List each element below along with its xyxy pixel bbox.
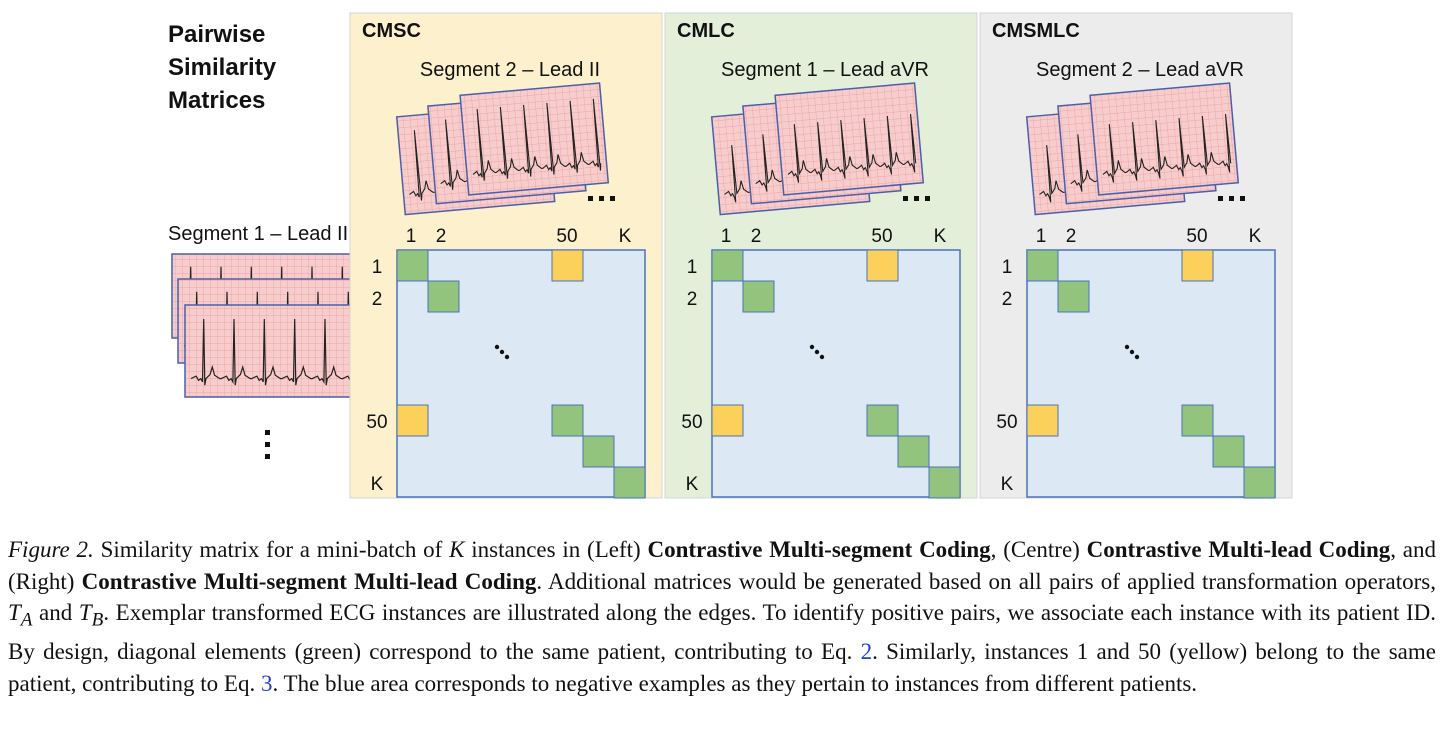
row-label: 1 bbox=[687, 257, 698, 278]
diagonal-positive-cell bbox=[1212, 435, 1245, 468]
ecg-strip bbox=[459, 82, 610, 196]
diagonal-positive-cell bbox=[1243, 466, 1276, 499]
column-label: 1 bbox=[406, 226, 417, 247]
panel-title: CMSC bbox=[362, 20, 421, 42]
diagonal-positive-cell bbox=[1181, 404, 1214, 437]
panel-segment-label: Segment 1 – Lead aVR bbox=[721, 59, 929, 81]
panel-ecg-stack bbox=[710, 82, 925, 216]
same-patient-cell bbox=[551, 249, 584, 282]
vertical-ellipsis bbox=[265, 430, 270, 459]
column-label: 1 bbox=[1036, 226, 1047, 247]
column-label: 50 bbox=[556, 226, 577, 247]
cmsmlc-term: Contrastive Multi-segment Multi-lead Cod… bbox=[81, 568, 537, 594]
eq-2-link[interactable]: 2 bbox=[860, 639, 873, 665]
cmlc-term: Contrastive Multi-lead Coding bbox=[1086, 537, 1391, 562]
diagonal-positive-cell bbox=[742, 280, 775, 313]
diagonal-positive-cell bbox=[928, 466, 961, 499]
row-label: 50 bbox=[996, 412, 1017, 433]
panel-segment-label: Segment 2 – Lead aVR bbox=[1036, 59, 1244, 81]
panel-ecg-stack bbox=[1025, 82, 1240, 216]
horizontal-ellipsis bbox=[903, 196, 930, 201]
figure-caption: Figure 2. Similarity matrix for a mini-b… bbox=[8, 537, 1436, 696]
diagonal-positive-cell bbox=[427, 280, 460, 313]
figure-label: Figure 2. bbox=[8, 537, 94, 562]
panel-segment-label: Segment 2 – Lead II bbox=[420, 59, 600, 81]
row-label: 50 bbox=[366, 412, 387, 433]
row-label: 1 bbox=[1002, 257, 1013, 278]
cmsc-term: Contrastive Multi-segment Coding bbox=[647, 537, 991, 562]
diagonal-positive-cell bbox=[613, 466, 646, 499]
ecg-strip bbox=[774, 82, 925, 196]
column-label: 2 bbox=[1066, 226, 1077, 247]
column-label: 50 bbox=[871, 226, 892, 247]
column-label: 50 bbox=[1186, 226, 1207, 247]
diagonal-positive-cell bbox=[396, 249, 429, 282]
diagonal-ellipsis bbox=[1124, 344, 1140, 360]
same-patient-cell bbox=[1181, 249, 1214, 282]
same-patient-cell bbox=[396, 404, 429, 437]
diagonal-positive-cell bbox=[866, 404, 899, 437]
column-label: K bbox=[934, 226, 947, 247]
same-patient-cell bbox=[1026, 404, 1059, 437]
column-label: K bbox=[619, 226, 632, 247]
row-label: 50 bbox=[681, 412, 702, 433]
horizontal-ellipsis bbox=[588, 196, 615, 201]
row-label: 2 bbox=[1002, 289, 1013, 310]
row-label: 2 bbox=[687, 289, 698, 310]
diagonal-positive-cell bbox=[551, 404, 584, 437]
row-label: K bbox=[1001, 474, 1014, 495]
column-label: K bbox=[1249, 226, 1262, 247]
left-segment-label: Segment 1 – Lead II bbox=[168, 223, 348, 245]
row-label: K bbox=[371, 474, 384, 495]
diagonal-positive-cell bbox=[897, 435, 930, 468]
column-label: 1 bbox=[721, 226, 732, 247]
column-label: 2 bbox=[436, 226, 447, 247]
panel-title: CMSMLC bbox=[992, 20, 1080, 42]
ecg-strip bbox=[184, 304, 368, 398]
row-label: 1 bbox=[372, 257, 383, 278]
eq-3-link[interactable]: 3 bbox=[260, 670, 273, 696]
diagonal-positive-cell bbox=[1026, 249, 1059, 282]
side-title: Pairwise Similarity Matrices bbox=[168, 21, 283, 114]
ecg-strip bbox=[1089, 82, 1240, 196]
panel-ecg-stack bbox=[395, 82, 610, 216]
row-label: K bbox=[686, 474, 699, 495]
diagonal-positive-cell bbox=[1057, 280, 1090, 313]
row-label: 2 bbox=[372, 289, 383, 310]
same-patient-cell bbox=[711, 404, 744, 437]
similarity-matrices-figure: Pairwise Similarity Matrices Segment 1 –… bbox=[168, 12, 1293, 499]
diagonal-positive-cell bbox=[582, 435, 615, 468]
diagonal-ellipsis bbox=[809, 344, 825, 360]
left-ecg-stack bbox=[171, 253, 368, 398]
same-patient-cell bbox=[866, 249, 899, 282]
column-label: 2 bbox=[751, 226, 762, 247]
panel-title: CMLC bbox=[677, 20, 735, 42]
diagonal-positive-cell bbox=[711, 249, 744, 282]
diagonal-ellipsis bbox=[494, 344, 510, 360]
horizontal-ellipsis bbox=[1218, 196, 1245, 201]
